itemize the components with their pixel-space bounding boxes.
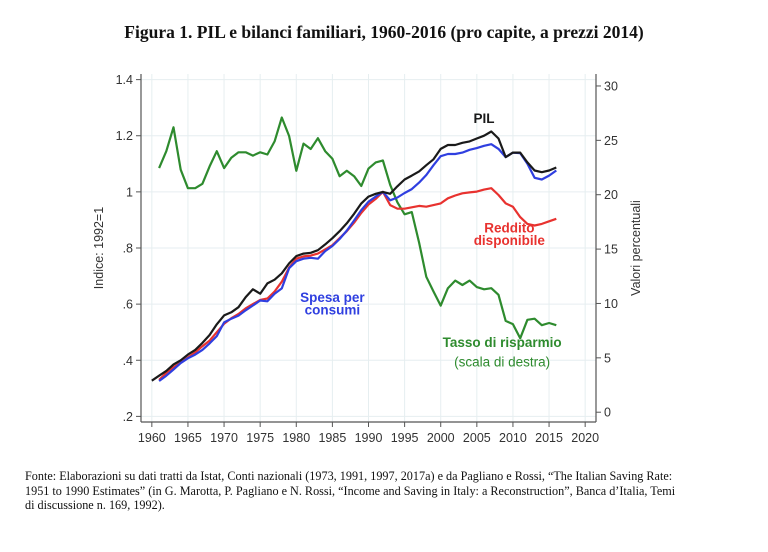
y-tick-label: 1.4 <box>116 73 133 87</box>
figure-title: Figura 1. PIL e bilanci familiari, 1960-… <box>124 22 644 42</box>
x-tick-label: 1975 <box>246 431 274 445</box>
series-lines <box>151 116 557 382</box>
y-axis-title: Indice: 1992=1 <box>92 207 106 289</box>
x-tick-label: 2005 <box>463 431 491 445</box>
y-tick-label: .4 <box>123 354 133 368</box>
y-tick-label: .2 <box>123 410 133 424</box>
series-line-pil <box>151 130 557 382</box>
y2-tick-label: 20 <box>604 188 618 202</box>
annotation-label: (scala di destra) <box>454 355 550 370</box>
y2-tick-label: 5 <box>604 351 611 365</box>
x-tick-label: 1980 <box>282 431 310 445</box>
series-line-spesa-per-consumi <box>158 143 557 382</box>
footnote-line-3: di discussione n. 169, 1992). <box>25 498 165 512</box>
annotation-label: Spesa per <box>300 290 365 305</box>
footnote-line-2: 1951 to 1990 Estimates” (in G. Marotta, … <box>25 483 676 498</box>
annotation-label: PIL <box>474 111 495 126</box>
x-tick-label: 2010 <box>499 431 527 445</box>
y2-tick-label: 30 <box>604 79 618 93</box>
y2-axis-title: Valori percentuali <box>629 200 643 296</box>
x-tick-label: 2020 <box>571 431 599 445</box>
annotation-label: Reddito <box>484 221 534 236</box>
y2-tick-label: 0 <box>604 406 611 420</box>
annotation-label: Tasso di risparmio <box>443 335 562 350</box>
y2-tick-label: 10 <box>604 297 618 311</box>
x-tick-label: 1995 <box>391 431 419 445</box>
x-tick-label: 2000 <box>427 431 455 445</box>
x-tick-label: 1990 <box>355 431 383 445</box>
annotation-label: disponibile <box>474 233 546 248</box>
axes: 1960 1965 1970 1975 1980 1985 1990 1995 2000 2005… <box>92 73 643 445</box>
y2-tick-label: 15 <box>604 243 618 257</box>
annotation-label: consumi <box>305 303 361 318</box>
x-tick-label: 1985 <box>318 431 346 445</box>
footnote-line-1: Fonte: Elaborazioni su dati tratti da Is… <box>25 469 673 483</box>
x-tick-label: 1965 <box>174 431 202 445</box>
source-footnote: Fonte: Elaborazioni su dati tratti da Is… <box>25 469 745 513</box>
y-tick-label: 1.2 <box>116 129 133 143</box>
x-tick-label: 2015 <box>535 431 563 445</box>
grid <box>141 74 596 422</box>
x-tick-label: 1970 <box>210 431 238 445</box>
series-line-tasso-di-risparmio <box>158 116 557 340</box>
y-tick-label: .8 <box>123 242 133 256</box>
y-tick-label: 1 <box>126 185 133 199</box>
y2-tick-label: 25 <box>604 134 618 148</box>
y-tick-label: .6 <box>123 298 133 312</box>
x-tick-label: 1960 <box>138 431 166 445</box>
